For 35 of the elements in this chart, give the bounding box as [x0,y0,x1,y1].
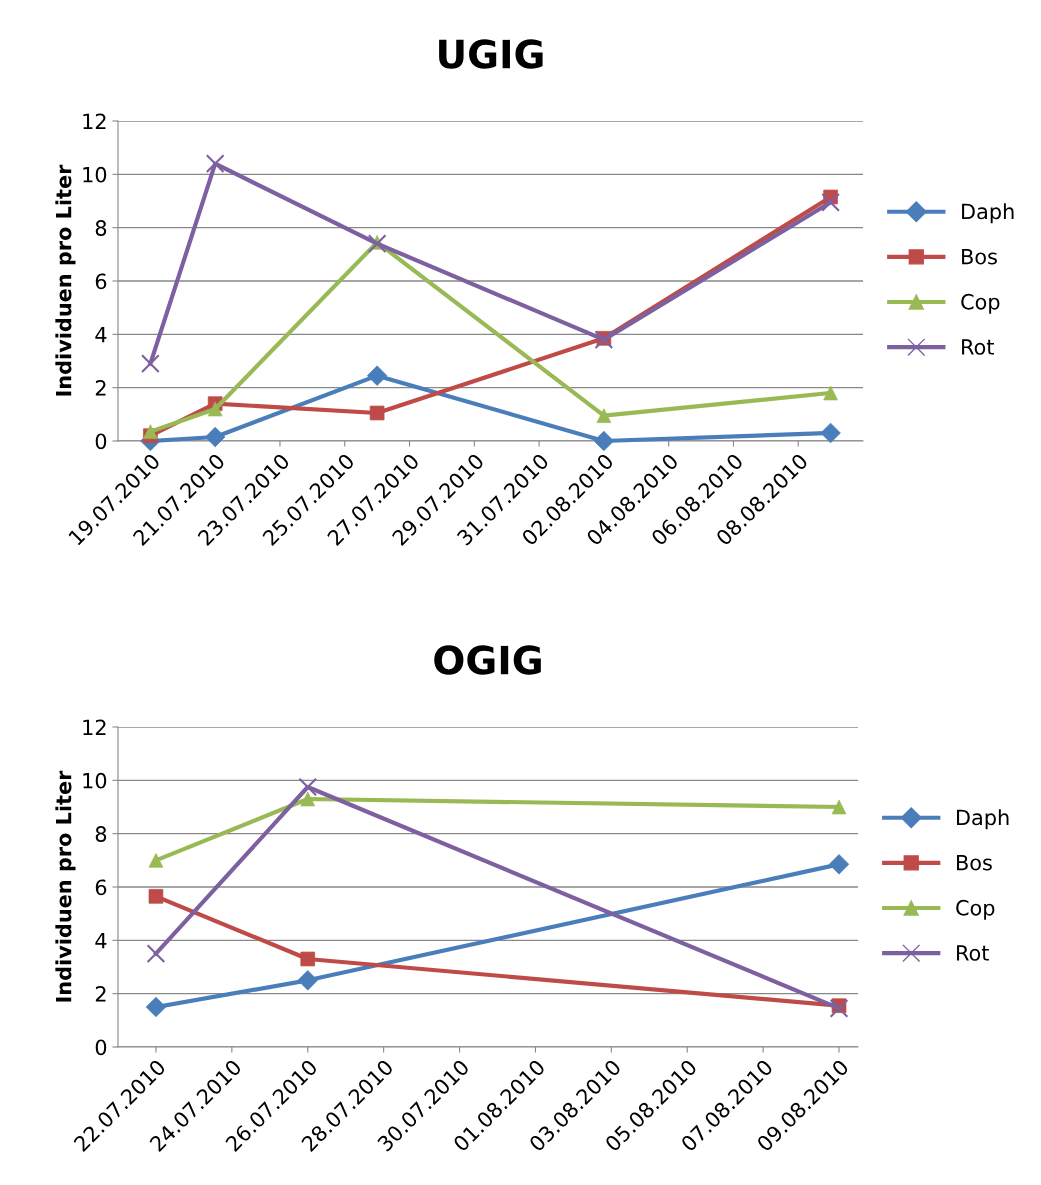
y-tick-label: 10 [83,166,107,183]
y-tick-label: 4 [95,933,107,949]
y-tick-label: 8 [95,826,107,842]
point [369,405,385,421]
point [596,408,612,423]
y-tick-label: 0 [95,1039,107,1056]
y-tick-label: 2 [95,986,106,1002]
point [828,854,850,875]
legend-label: Daph [957,809,1009,830]
legend-label: Bos [957,854,992,871]
y-tick-label: 2 [95,380,106,396]
y-axis-title: Individuen pro Liter [55,164,76,396]
point [205,154,225,174]
y-tick-label: 10 [83,772,107,789]
y-tick-label: 6 [95,879,107,896]
point [821,192,840,212]
legend-label: Rot [962,339,994,355]
legend-label: Daph [962,203,1014,224]
point [141,354,160,374]
legend-label: Bos [962,248,997,265]
y-tick-label: 0 [95,433,107,450]
y-tick-label: 12 [83,719,106,735]
y-tick-label: 12 [83,113,106,129]
legend-label: Cop [956,899,995,920]
y-tick-label: 6 [95,273,107,290]
y-axis-title: Individuen pro Liter [55,770,76,1002]
legend-label: Cop [961,293,1000,314]
point [298,777,318,797]
point [146,944,166,964]
chart-title: OGIG [434,645,541,675]
y-tick-label: 4 [95,327,107,343]
point [829,998,849,1018]
y-tick-label: 8 [95,220,107,236]
legend-label: Rot [957,945,989,961]
chart-title: UGIG [439,39,543,69]
